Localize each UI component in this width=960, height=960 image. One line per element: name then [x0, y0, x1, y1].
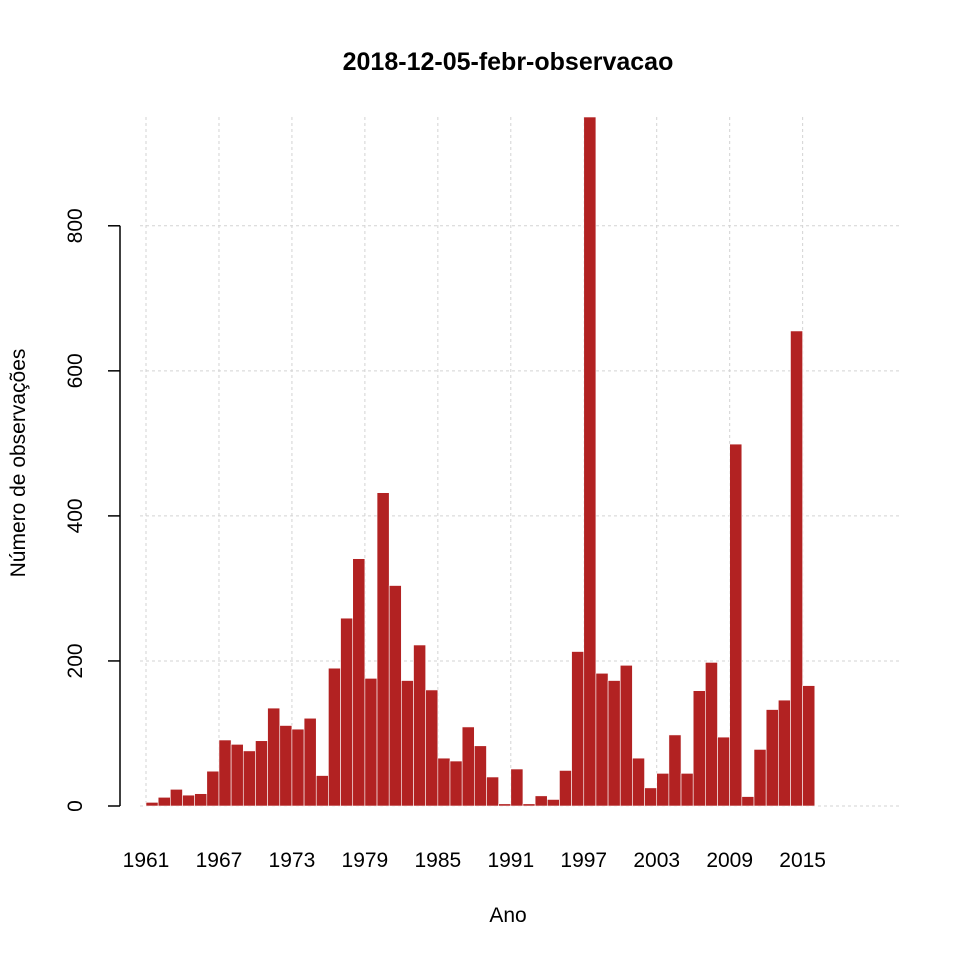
bar-2007	[705, 662, 718, 807]
bar-1993	[534, 795, 548, 807]
bar-1994	[546, 799, 560, 807]
y-tick-label: 200	[64, 643, 87, 678]
bar-1991	[510, 768, 524, 807]
bar-1974	[303, 717, 317, 807]
bar-2000	[619, 664, 633, 807]
x-tick-label: 1985	[414, 849, 461, 872]
bar-1969	[242, 750, 256, 807]
bar-1968	[230, 744, 244, 807]
bar-1976	[328, 667, 341, 807]
bar-1972	[279, 725, 293, 807]
bar-1989	[486, 776, 499, 807]
bar-2008	[717, 736, 730, 807]
bar-1962	[157, 796, 171, 807]
bar-1997	[583, 116, 597, 807]
bar-1992	[522, 803, 536, 807]
bar-2003	[656, 773, 670, 807]
bar-1964	[182, 794, 195, 807]
bar-layer	[145, 116, 816, 807]
bar-1988	[474, 745, 487, 807]
bar-1987	[461, 726, 475, 807]
x-axis-label: Ano	[489, 904, 526, 927]
bar-1986	[449, 760, 463, 807]
bar-1983	[413, 644, 426, 807]
bar-1999	[607, 680, 621, 807]
bar-2001	[632, 757, 645, 807]
y-tick-label: 0	[64, 800, 87, 812]
bar-1965	[194, 793, 208, 807]
bar-1975	[315, 775, 329, 807]
x-tick-label: 1973	[269, 849, 316, 872]
x-tick-label: 1979	[342, 849, 389, 872]
bar-1981	[388, 585, 402, 807]
bar-1982	[401, 680, 414, 807]
x-tick-label: 1961	[123, 849, 170, 872]
bar-2004	[668, 734, 682, 807]
y-tick-label: 600	[64, 353, 87, 388]
bar-2005	[680, 773, 694, 807]
y-tick-label: 800	[64, 208, 87, 243]
bar-1970	[255, 740, 268, 807]
bar-2014	[790, 330, 803, 807]
bar-1961	[145, 802, 159, 807]
y-axis-label: Número de observações	[7, 349, 30, 578]
bar-1978	[352, 558, 366, 807]
axis-layer: 0 200 400 600 800 1961 1967 1973 1979 1985 1991 199…	[64, 208, 826, 872]
bar-2011	[753, 749, 767, 807]
bar-1985	[437, 757, 451, 807]
bar-1973	[291, 728, 305, 807]
x-tick-label: 1997	[560, 849, 607, 872]
bar-1990	[498, 803, 512, 807]
bar-2015	[802, 685, 816, 807]
x-tick-label: 1991	[487, 849, 534, 872]
x-tick-label: 2009	[706, 849, 753, 872]
bar-1995	[559, 770, 572, 807]
bar-1998	[595, 672, 609, 807]
y-tick-label: 400	[64, 498, 87, 533]
bar-1984	[425, 689, 439, 807]
bar-2009	[729, 443, 743, 807]
bar-1996	[571, 651, 585, 807]
bar-1979	[364, 678, 378, 807]
bar-1967	[218, 739, 232, 807]
bar-1971	[267, 707, 281, 807]
x-tick-label: 1967	[196, 849, 243, 872]
x-tick-label: 2015	[779, 849, 826, 872]
bar-1977	[340, 617, 354, 807]
bar-2013	[778, 699, 791, 807]
bar-2010	[741, 796, 755, 807]
bar-1966	[206, 770, 220, 807]
bar-2012	[765, 709, 779, 807]
bar-2006	[692, 690, 706, 807]
bar-2002	[644, 787, 658, 807]
chart-title: 2018-12-05-febr-observacao	[343, 48, 674, 76]
bar-1980	[376, 492, 390, 807]
x-tick-label: 2003	[633, 849, 680, 872]
bar-1963	[170, 789, 183, 807]
